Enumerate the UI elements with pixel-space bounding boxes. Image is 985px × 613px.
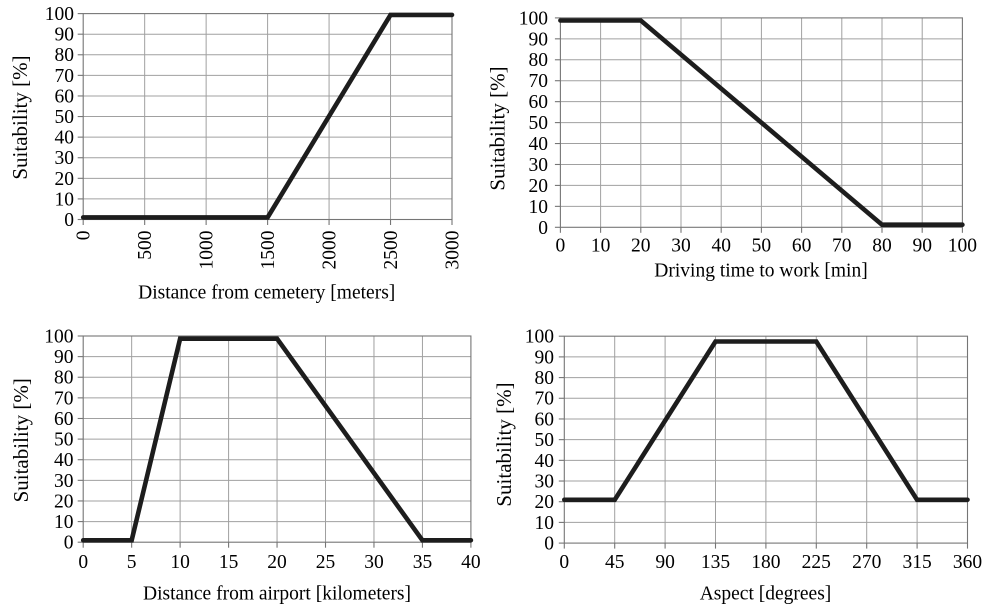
svg-text:Aspect [degrees]: Aspect [degrees]	[700, 584, 832, 605]
svg-text:80: 80	[529, 50, 549, 71]
svg-text:100: 100	[44, 326, 73, 347]
svg-text:0: 0	[556, 236, 566, 257]
svg-text:270: 270	[852, 552, 881, 573]
svg-text:60: 60	[55, 86, 75, 107]
svg-text:20: 20	[55, 169, 75, 190]
svg-text:10: 10	[535, 513, 555, 534]
svg-text:0: 0	[78, 552, 88, 573]
svg-text:Suitability [%]: Suitability [%]	[492, 382, 516, 506]
svg-text:Driving time to work [min]: Driving time to work [min]	[654, 260, 867, 281]
svg-text:5: 5	[127, 552, 137, 573]
svg-text:135: 135	[701, 552, 730, 573]
svg-text:60: 60	[792, 236, 812, 257]
svg-text:Suitability [%]: Suitability [%]	[486, 66, 510, 190]
svg-text:40: 40	[711, 236, 731, 257]
svg-text:70: 70	[529, 71, 549, 92]
svg-text:10: 10	[529, 197, 549, 218]
svg-text:Distance from airport [kilomet: Distance from airport [kilometers]	[143, 584, 411, 605]
svg-text:40: 40	[55, 128, 75, 149]
svg-text:30: 30	[55, 148, 75, 169]
svg-text:500: 500	[135, 231, 156, 260]
svg-text:90: 90	[655, 552, 675, 573]
svg-text:30: 30	[54, 471, 74, 492]
svg-text:100: 100	[525, 327, 554, 348]
svg-text:225: 225	[802, 552, 831, 573]
svg-text:0: 0	[538, 218, 548, 239]
svg-text:10: 10	[54, 512, 74, 533]
svg-text:20: 20	[267, 552, 287, 573]
svg-text:60: 60	[54, 409, 74, 430]
svg-text:50: 50	[535, 430, 555, 451]
svg-text:30: 30	[535, 471, 555, 492]
svg-text:100: 100	[519, 8, 548, 29]
svg-text:50: 50	[752, 236, 772, 257]
svg-text:90: 90	[54, 347, 74, 368]
svg-text:60: 60	[535, 409, 555, 430]
svg-text:20: 20	[535, 492, 555, 513]
svg-text:70: 70	[55, 66, 75, 87]
svg-text:90: 90	[55, 25, 75, 46]
svg-text:80: 80	[55, 45, 75, 66]
svg-text:25: 25	[316, 552, 336, 573]
svg-text:Distance from cemetery [meters: Distance from cemetery [meters]	[138, 282, 395, 303]
svg-text:30: 30	[364, 552, 384, 573]
svg-text:1000: 1000	[197, 231, 218, 270]
svg-text:100: 100	[948, 236, 977, 257]
svg-text:180: 180	[751, 552, 780, 573]
svg-text:0: 0	[64, 533, 74, 554]
svg-text:3000: 3000	[442, 231, 463, 270]
svg-text:2500: 2500	[381, 231, 402, 270]
svg-text:315: 315	[902, 552, 931, 573]
svg-text:70: 70	[832, 236, 852, 257]
svg-text:80: 80	[872, 236, 892, 257]
svg-text:20: 20	[529, 176, 549, 197]
svg-text:40: 40	[529, 134, 549, 155]
svg-text:50: 50	[54, 430, 74, 451]
svg-text:90: 90	[529, 29, 549, 50]
svg-text:Suitability [%]: Suitability [%]	[9, 378, 33, 502]
svg-text:Suitability [%]: Suitability [%]	[8, 55, 32, 179]
svg-text:30: 30	[671, 236, 691, 257]
svg-text:40: 40	[535, 451, 555, 472]
svg-text:40: 40	[461, 552, 481, 573]
svg-text:360: 360	[953, 552, 982, 573]
svg-text:80: 80	[54, 368, 74, 389]
svg-text:60: 60	[529, 92, 549, 113]
svg-text:15: 15	[219, 552, 239, 573]
svg-text:90: 90	[912, 236, 932, 257]
svg-text:80: 80	[535, 368, 555, 389]
svg-text:10: 10	[591, 236, 611, 257]
svg-text:20: 20	[54, 491, 74, 512]
svg-text:20: 20	[631, 236, 651, 257]
svg-text:40: 40	[54, 450, 74, 471]
svg-text:1500: 1500	[258, 231, 279, 270]
svg-text:50: 50	[529, 113, 549, 134]
svg-text:0: 0	[74, 231, 95, 241]
svg-text:30: 30	[529, 155, 549, 176]
svg-text:90: 90	[535, 347, 555, 368]
svg-text:50: 50	[55, 107, 75, 128]
svg-text:10: 10	[170, 552, 190, 573]
svg-text:45: 45	[605, 552, 625, 573]
svg-text:35: 35	[413, 552, 433, 573]
svg-text:70: 70	[535, 389, 555, 410]
svg-text:0: 0	[559, 552, 569, 573]
svg-text:100: 100	[45, 4, 74, 25]
svg-text:10: 10	[55, 189, 75, 210]
svg-text:2000: 2000	[320, 231, 341, 270]
svg-text:0: 0	[544, 534, 554, 555]
svg-text:0: 0	[64, 210, 74, 231]
svg-text:70: 70	[54, 388, 74, 409]
